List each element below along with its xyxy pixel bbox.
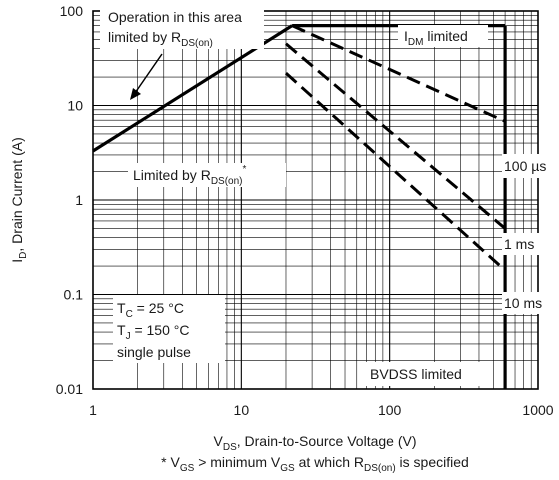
conditions-label-bg [113, 295, 225, 363]
bvdss-label-bg [365, 362, 487, 386]
y-tick-label: 0.01 [56, 381, 83, 397]
pulse-label: single pulse [117, 344, 191, 360]
label-100us: 100 µs [504, 158, 546, 174]
plot-frame [92, 10, 539, 390]
y-axis-title: ID, Drain Current (A) [9, 137, 29, 262]
x-tick-label: 10 [234, 402, 250, 418]
y-tick-label: 10 [67, 98, 83, 114]
annotation-arrow-line [134, 53, 163, 94]
y-tick-label: 1 [75, 192, 83, 208]
bvdss-limited-label: BVDSS limited [370, 366, 462, 382]
x-tick-label: 100 [378, 402, 402, 418]
x-tick-labels: 1 10 100 1000 [89, 402, 554, 418]
y-tick-label: 0.1 [64, 287, 84, 303]
x-axis-title: VDS, Drain-to-Source Voltage (V) [214, 433, 417, 453]
x-tick-label: 1000 [522, 402, 553, 418]
tj-label: TJ = 150 °C [117, 322, 189, 342]
y-tick-labels: 0.01 0.1 1 10 100 [56, 3, 83, 397]
rds-label-bg [128, 163, 286, 187]
1ms-label-bg [502, 233, 542, 255]
label-1ms: 1 ms [504, 236, 534, 252]
x-tick-label: 1 [89, 402, 97, 418]
operation-area-label-bg [100, 7, 264, 49]
tc-label: TC = 25 °C [117, 300, 184, 320]
label-10ms: 10 ms [504, 295, 542, 311]
operation-area-line2: limited by RDS(on) [108, 29, 213, 49]
idm-limited-label: IDM limited [404, 28, 468, 48]
dashed-soa-line [284, 72, 507, 272]
dashed-soa-line [285, 42, 507, 230]
annotation-arrow-head [130, 88, 141, 100]
dashed-soa-line [291, 24, 506, 123]
rds-limited-label: Limited by RDS(on)* [133, 164, 247, 187]
footnote: * VGS > minimum VGS at which RDS(on) is … [161, 454, 469, 474]
100us-label-bg [502, 154, 559, 178]
y-tick-label: 100 [60, 3, 84, 19]
operation-area-line1: Operation in this area [108, 9, 242, 25]
idm-label-bg [398, 25, 488, 47]
10ms-label-bg [502, 292, 556, 314]
